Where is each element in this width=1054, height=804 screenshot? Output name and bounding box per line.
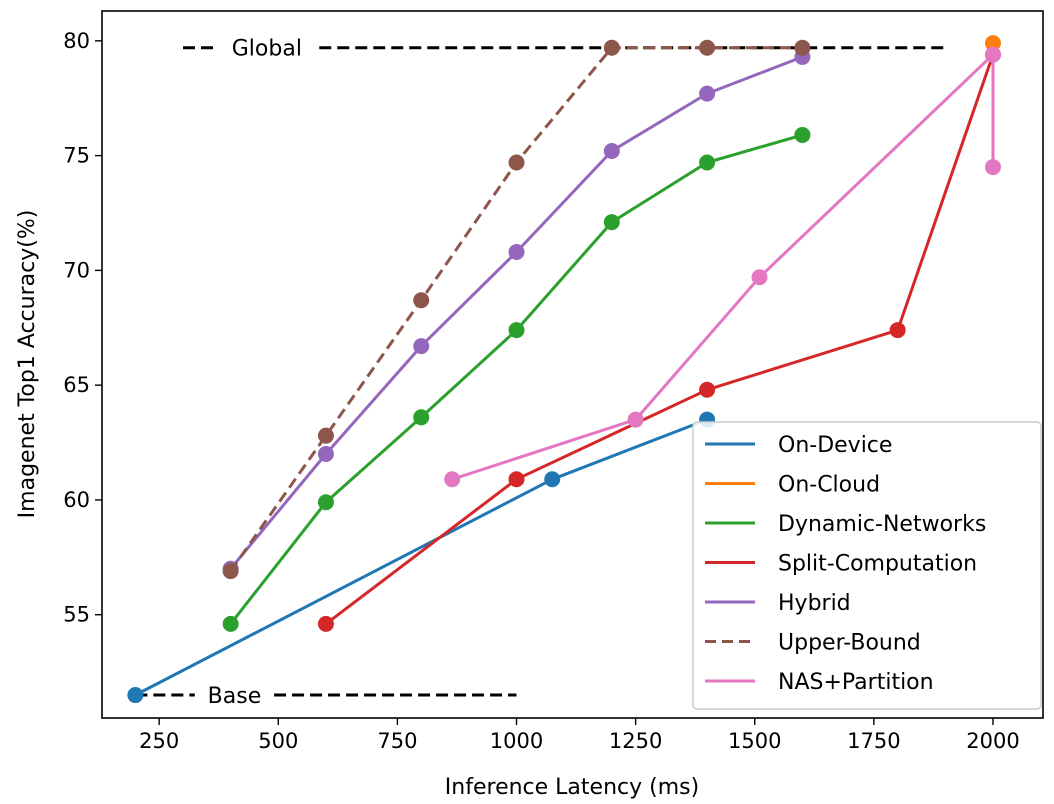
reference-line-label: Base bbox=[208, 684, 262, 709]
data-point bbox=[699, 85, 716, 102]
y-tick-label: 70 bbox=[63, 258, 90, 282]
axes-frame bbox=[101, 10, 1044, 719]
data-point bbox=[413, 338, 430, 355]
data-point bbox=[751, 269, 768, 286]
x-tick-label: 1750 bbox=[847, 729, 900, 753]
series-on-cloud bbox=[984, 35, 1001, 52]
data-point bbox=[699, 381, 716, 398]
legend-frame bbox=[692, 421, 1042, 710]
reference-line-base: Base bbox=[135, 684, 517, 709]
data-point bbox=[627, 411, 644, 428]
data-point bbox=[603, 214, 620, 231]
legend-label: Split-Computation bbox=[778, 552, 977, 577]
reference-line-label: Global bbox=[232, 37, 302, 62]
data-point bbox=[984, 46, 1001, 63]
data-point bbox=[984, 35, 1001, 52]
series-on-device bbox=[127, 411, 716, 704]
data-point bbox=[699, 154, 716, 171]
x-tick-label: 1000 bbox=[490, 729, 543, 753]
data-point bbox=[317, 427, 334, 444]
legend-label: On-Device bbox=[778, 433, 892, 458]
x-tick-label: 1500 bbox=[728, 729, 781, 753]
x-axis-label: Inference Latency (ms) bbox=[445, 775, 699, 800]
legend-label: Upper-Bound bbox=[778, 631, 921, 656]
legend: On-Device On-Cloud Dynamic-Networks Split-C… bbox=[692, 421, 1042, 710]
data-point bbox=[444, 471, 461, 488]
data-point bbox=[508, 154, 525, 171]
data-point bbox=[544, 471, 561, 488]
data-point bbox=[794, 126, 811, 143]
data-point bbox=[603, 39, 620, 56]
data-point bbox=[317, 615, 334, 632]
data-point bbox=[222, 563, 239, 580]
y-tick-label: 65 bbox=[63, 373, 90, 397]
data-point bbox=[413, 292, 430, 309]
plot-area: Global Base bbox=[127, 35, 1001, 709]
data-point bbox=[508, 471, 525, 488]
x-tick-label: 500 bbox=[258, 729, 298, 753]
data-point bbox=[317, 494, 334, 511]
legend-label: Hybrid bbox=[778, 591, 851, 616]
data-point bbox=[127, 687, 144, 704]
legend-label: On-Cloud bbox=[778, 473, 880, 498]
y-axis-label: Imagenet Top1 Accuracy(%) bbox=[15, 210, 40, 519]
series-nas-partition bbox=[444, 46, 1001, 488]
data-point bbox=[508, 244, 525, 261]
y-tick-label: 60 bbox=[63, 488, 90, 512]
legend-label: Dynamic-Networks bbox=[778, 512, 986, 537]
x-tick-label: 1250 bbox=[609, 729, 662, 753]
data-point bbox=[413, 409, 430, 426]
series-hybrid bbox=[222, 48, 811, 577]
data-point bbox=[699, 39, 716, 56]
data-point bbox=[603, 143, 620, 160]
x-tick-label: 2000 bbox=[966, 729, 1019, 753]
data-point bbox=[889, 322, 906, 339]
data-point bbox=[984, 159, 1001, 176]
data-point bbox=[794, 39, 811, 56]
x-tick-label: 750 bbox=[377, 729, 417, 753]
y-tick-label: 80 bbox=[63, 29, 90, 53]
y-tick-label: 55 bbox=[63, 603, 90, 627]
series-upper-bound bbox=[222, 39, 811, 580]
series-dynamic-networks bbox=[222, 126, 811, 632]
data-point bbox=[222, 615, 239, 632]
x-tick-label: 250 bbox=[139, 729, 179, 753]
legend-label: NAS+Partition bbox=[778, 670, 934, 695]
data-point bbox=[317, 446, 334, 463]
data-point bbox=[508, 322, 525, 339]
axis-ticks: 250 500 750 1000 1250 1500 1750 2000 55 60 65 70 75 8… bbox=[63, 29, 1019, 753]
y-tick-label: 75 bbox=[63, 144, 90, 168]
